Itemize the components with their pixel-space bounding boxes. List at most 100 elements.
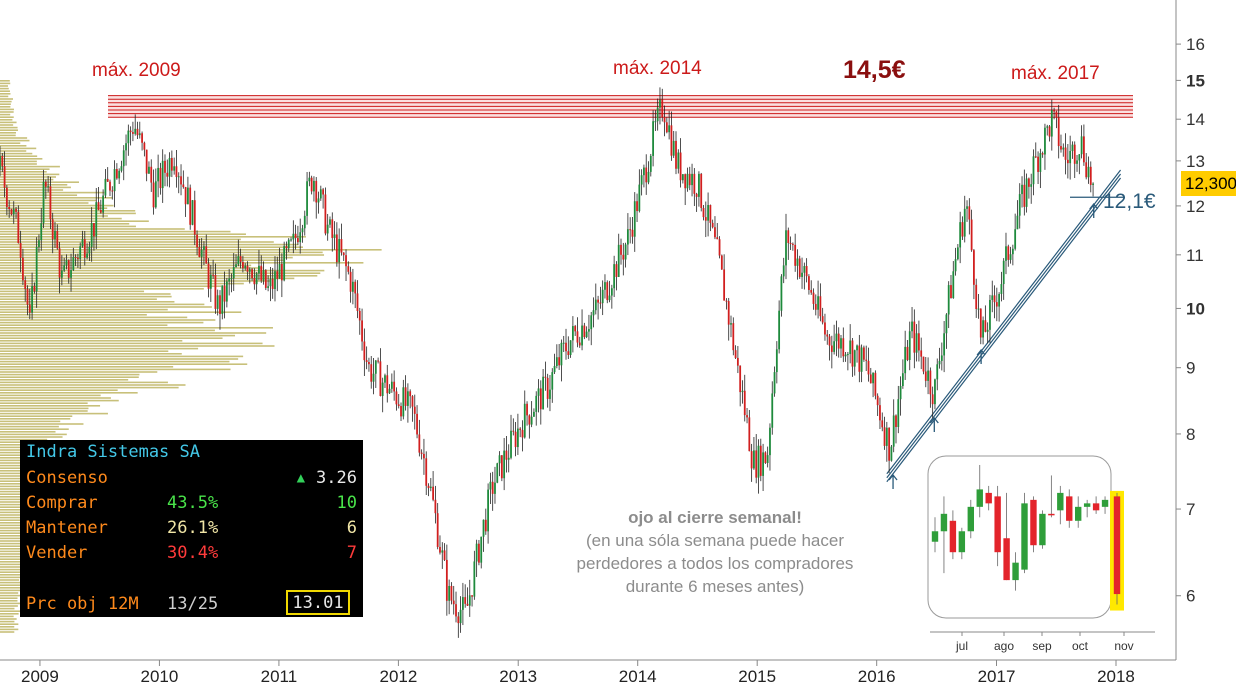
candle-body: [338, 239, 341, 263]
candle-body: [86, 253, 88, 258]
candle-body: [601, 289, 604, 304]
volume-profile-bar: [0, 389, 118, 391]
volume-profile-bar: [0, 480, 38, 482]
volume-profile-bar: [0, 272, 321, 274]
volume-profile-bar: [0, 181, 79, 183]
volume-profile: [0, 80, 382, 633]
candle-body: [132, 132, 134, 134]
volume-profile-bar: [0, 246, 303, 248]
candle-body: [102, 195, 105, 213]
candle-body: [519, 428, 522, 431]
volume-profile-bar: [0, 589, 25, 592]
volume-profile-bar: [0, 327, 273, 329]
candle-body: [734, 350, 737, 358]
candle-body: [77, 257, 79, 260]
candle-body: [578, 342, 581, 346]
candle-body: [129, 130, 132, 133]
candle-body: [585, 331, 588, 338]
target-value-box: 13.01: [286, 590, 350, 615]
candle-body: [927, 370, 929, 381]
candle-body: [771, 393, 774, 428]
candle-body: [571, 326, 574, 341]
candle-body: [189, 187, 192, 225]
candle-body: [963, 208, 966, 237]
candle-body: [310, 177, 313, 192]
candle-body: [1053, 110, 1056, 112]
candle-body: [145, 149, 148, 174]
candle-body: [535, 395, 538, 412]
volume-profile-bar: [0, 155, 38, 157]
candle-body: [741, 390, 744, 393]
candle-body: [516, 428, 519, 448]
x-tick-label: 2017: [978, 667, 1016, 686]
candle-body: [840, 338, 842, 349]
inset-candle-body: [1021, 503, 1028, 570]
candle-body: [934, 379, 936, 405]
candle-body: [791, 243, 794, 245]
volume-profile-bar: [0, 282, 244, 285]
candle-body: [881, 420, 884, 428]
candle-body: [148, 166, 150, 174]
candle-body: [432, 486, 435, 500]
candle-body: [794, 244, 797, 266]
candle-body: [1044, 127, 1046, 155]
candle-body: [223, 285, 226, 302]
candle-body: [170, 157, 173, 171]
target-label: Prc obj 12M: [26, 594, 139, 614]
candle-body: [308, 177, 311, 182]
volume-profile-bar: [0, 623, 19, 625]
label-target-14-5: 14,5€: [843, 56, 906, 84]
volume-profile-bar: [0, 379, 129, 381]
x-axis: 2009 2010 2011 2012 2013 2014 2015 2016 2017 2018: [0, 659, 1176, 686]
candle-body: [581, 325, 583, 346]
volume-profile-bar: [0, 371, 158, 373]
candle-body: [1064, 147, 1067, 160]
volume-profile-bar: [0, 324, 168, 326]
inset-candle-body: [1012, 562, 1019, 581]
candle-body: [982, 320, 984, 338]
candle-body: [67, 260, 70, 278]
volume-profile-bar: [0, 152, 33, 155]
volume-profile-bar: [0, 230, 231, 233]
candle-body: [874, 372, 877, 396]
y-tick-label: 14: [1186, 110, 1205, 129]
candle-body: [514, 431, 517, 448]
candle-body: [466, 603, 469, 606]
candle-body: [663, 117, 666, 123]
candle-body: [278, 263, 281, 279]
candle-body: [1002, 260, 1005, 285]
inset-candle-body: [958, 531, 966, 553]
candle-body: [590, 315, 593, 330]
candle-body: [33, 286, 36, 292]
candle-body: [510, 430, 512, 458]
candle-body: [620, 244, 622, 255]
candle-body: [464, 597, 467, 604]
candle-body: [617, 244, 620, 277]
candle-body: [659, 99, 661, 108]
label-max-2014: máx. 2014: [613, 58, 702, 79]
candle-body: [246, 265, 249, 272]
candle-body: [995, 302, 998, 307]
candle-body: [301, 228, 304, 233]
volume-profile-bar: [0, 178, 54, 181]
volume-profile-bar: [0, 381, 168, 384]
candle-body: [1073, 144, 1076, 164]
mantener-pct: 26.1%: [167, 518, 219, 538]
candle-body: [863, 347, 865, 360]
candle-body: [856, 345, 858, 351]
candle-body: [808, 276, 810, 290]
inset-candle-body: [967, 506, 974, 532]
candle-body: [331, 219, 334, 238]
candle-body: [225, 281, 228, 302]
candle-body: [700, 173, 703, 208]
candle-body: [49, 186, 52, 220]
inset-candle-body: [1066, 496, 1073, 521]
candle-body: [1025, 178, 1028, 207]
candle-body: [558, 357, 561, 366]
volume-profile-bar: [0, 527, 39, 529]
candle-body: [1007, 246, 1010, 260]
candle-body: [175, 166, 178, 177]
candle-body: [457, 616, 460, 624]
candle-body: [503, 450, 506, 479]
